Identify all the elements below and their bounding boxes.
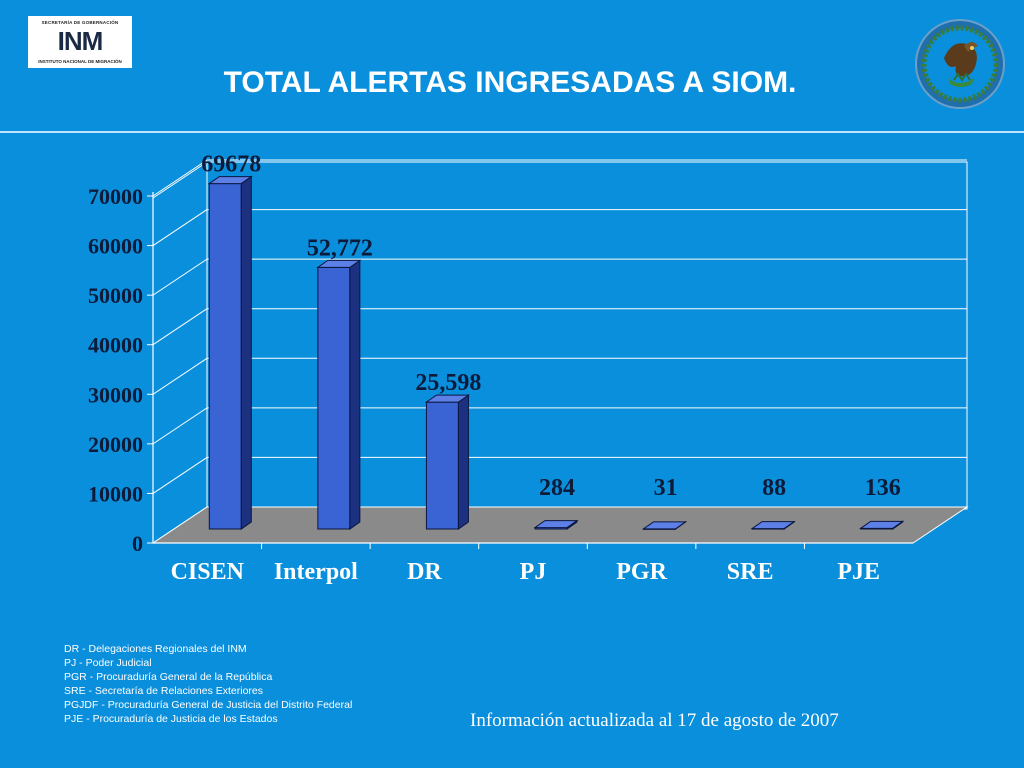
bar-chart: 0 10000 20000 30000 40000 50000 60000 70000 6967… [88,152,969,585]
y-tick-label: 0 [132,531,143,556]
x-tick-label: PJ [520,559,547,585]
bar-data-label: 136 [865,475,901,501]
bar-side [457,394,469,530]
slide-title: TOTAL ALERTAS INGRESADAS A SIOM. [223,66,797,99]
logo-top-text: SECRETARÍA DE GOBERNACIÓN [41,20,119,25]
bar [425,401,459,530]
x-tick-label: Interpol [274,559,358,585]
x-tick-label: CISEN [171,559,245,585]
update-footnote: Información actualizada al 17 de agosto … [470,710,839,731]
bar-data-label: 88 [762,475,786,501]
bar-data-label: 31 [654,475,678,501]
note-line: PJE - Procuraduría de Justicia de los Es… [64,713,278,725]
y-tick-label: 10000 [88,481,143,506]
bar-side [240,175,252,530]
gridline-side [152,457,208,494]
x-tick-label: SRE [727,559,774,585]
note-line: PJ - Poder Judicial [64,657,152,669]
bar-top [750,521,796,530]
gridline-side [152,209,208,246]
gridline-side [152,357,208,395]
gridline-side [152,159,208,197]
mexico-coat-of-arms-icon [915,19,1005,109]
y-tick-label: 50000 [88,283,143,308]
inm-logo: SECRETARÍA DE GOBERNACIÓN INM INSTITUTO … [28,16,132,68]
bar-top [424,394,471,403]
y-tick-label: 60000 [88,234,143,259]
bar-side [349,259,361,530]
note-line: SRE - Secretaría de Relaciones Exteriore… [64,685,264,697]
gridline-side [152,258,208,296]
header-divider [0,131,1024,133]
abbreviation-notes: DR - Delegaciones Regionales del INM PJ … [64,642,444,726]
y-tick-label: 20000 [88,432,143,457]
note-line: PGJDF - Procuraduría General de Justicia… [64,699,353,711]
note-line: DR - Delegaciones Regionales del INM [64,643,247,655]
x-tick-label: PJE [837,559,880,585]
bar-top [207,176,253,185]
bar-top [641,521,688,530]
bar-data-label: 25,598 [415,370,481,396]
x-tick-label: PGR [616,559,667,585]
y-tick-label: 70000 [88,184,143,209]
gridline-side [152,308,208,346]
bar [317,266,351,530]
logo-bottom-text: INSTITUTO NACIONAL DE MIGRACIÓN [38,59,122,64]
y-tick-label: 40000 [88,333,143,358]
bar [208,183,242,530]
gridline-side [152,407,208,445]
y-tick-label: 30000 [88,382,143,407]
note-line: PGR - Procuraduría General de la Repúbli… [64,671,273,683]
bar-data-label: 52,772 [307,235,373,261]
bar-top [859,520,905,529]
bar-data-label: 284 [539,475,575,501]
logo-wordmark: INM [57,26,104,56]
bar-top [533,520,579,529]
plot-side-wall [152,161,208,544]
x-tick-label: DR [407,559,442,585]
bar-top [316,259,362,268]
bar-data-label: 69678 [201,152,261,178]
